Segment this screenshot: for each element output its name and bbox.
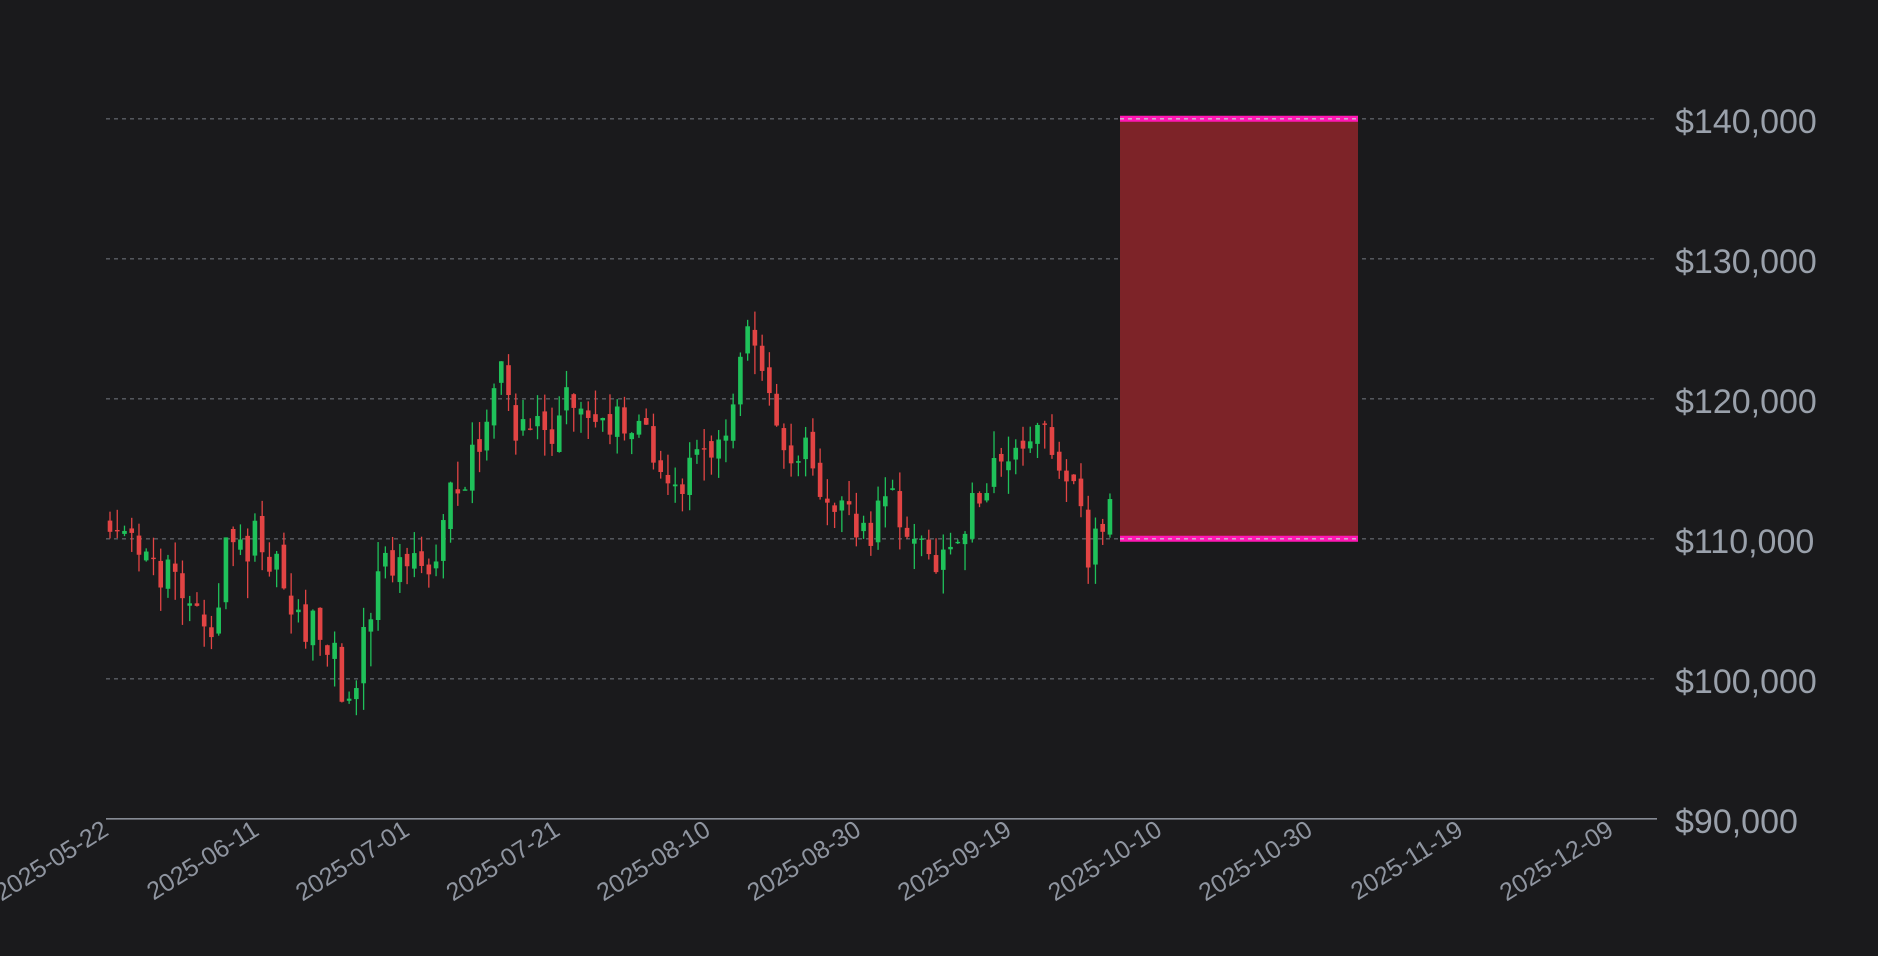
svg-text:2025-11-19: 2025-11-19: [1346, 815, 1468, 906]
svg-text:2025-07-01: 2025-07-01: [291, 815, 414, 907]
svg-text:$90,000: $90,000: [1675, 803, 1798, 841]
svg-text:$100,000: $100,000: [1675, 663, 1817, 701]
svg-text:2025-10-10: 2025-10-10: [1043, 815, 1166, 907]
svg-text:2025-10-30: 2025-10-30: [1194, 815, 1317, 907]
svg-text:2025-07-21: 2025-07-21: [441, 815, 564, 907]
svg-text:2025-08-30: 2025-08-30: [742, 815, 865, 907]
svg-text:2025-12-09: 2025-12-09: [1495, 815, 1618, 907]
svg-text:2025-06-11: 2025-06-11: [142, 815, 264, 906]
svg-text:$140,000: $140,000: [1675, 103, 1817, 141]
svg-text:$130,000: $130,000: [1675, 243, 1817, 281]
svg-text:2025-05-22: 2025-05-22: [0, 815, 113, 907]
svg-text:2025-09-19: 2025-09-19: [893, 815, 1016, 907]
svg-text:2025-08-10: 2025-08-10: [592, 815, 715, 907]
svg-text:$110,000: $110,000: [1675, 523, 1814, 561]
svg-text:$120,000: $120,000: [1675, 383, 1817, 421]
